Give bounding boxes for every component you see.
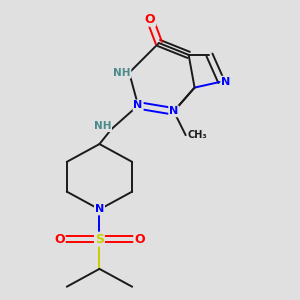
Text: O: O (145, 13, 155, 26)
Text: N: N (221, 76, 230, 87)
Text: NH: NH (113, 68, 130, 78)
Text: N: N (95, 204, 104, 214)
Text: O: O (54, 233, 65, 246)
Text: N: N (169, 106, 178, 116)
Text: S: S (95, 233, 104, 246)
Text: O: O (134, 233, 145, 246)
Text: CH₃: CH₃ (188, 130, 207, 140)
Text: NH: NH (94, 121, 111, 131)
Text: N: N (134, 100, 143, 110)
